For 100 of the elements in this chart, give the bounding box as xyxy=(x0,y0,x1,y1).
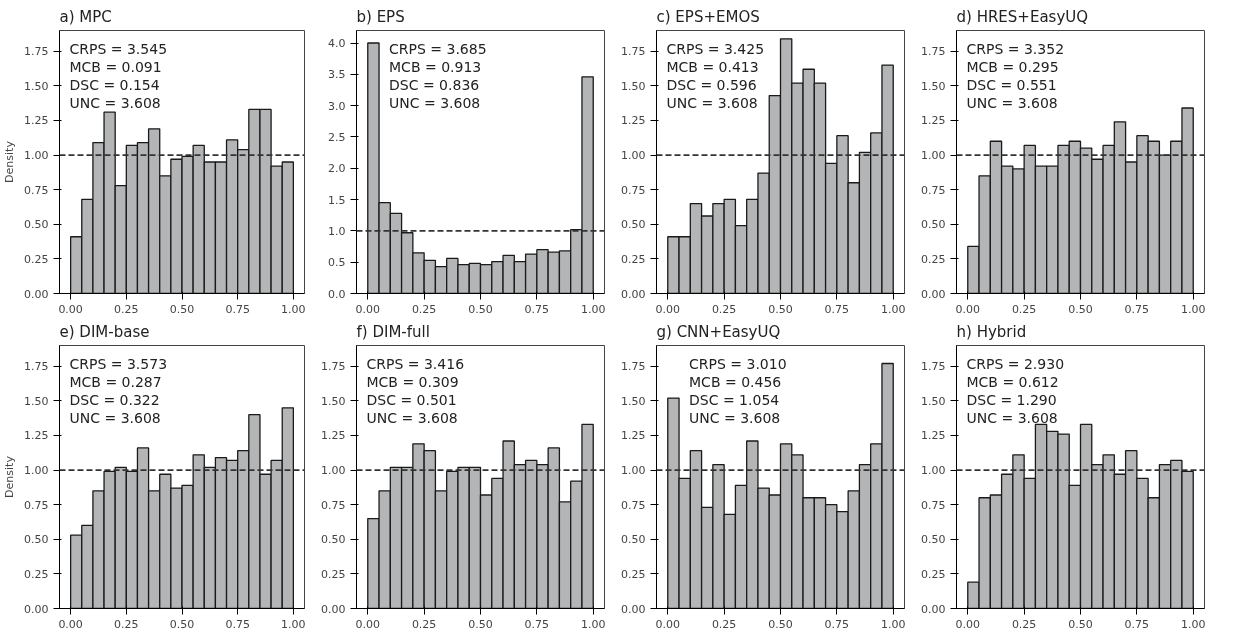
y-tick-label: 0.50 xyxy=(621,533,646,547)
y-tick-label: 0.75 xyxy=(621,183,646,197)
y-tick-label: 0.75 xyxy=(24,183,49,197)
y-tick-label: 1.25 xyxy=(921,114,946,128)
annotation: CRPS = 3.010 xyxy=(689,355,787,372)
y-tick-label: 1.75 xyxy=(24,360,49,374)
y-tick-label: 0.00 xyxy=(621,287,646,301)
annotation: UNC = 3.608 xyxy=(69,94,161,111)
x-tick-label: 0.00 xyxy=(955,617,981,631)
annotation: DSC = 0.836 xyxy=(389,76,480,93)
y-axis-title: Density xyxy=(3,140,17,183)
y-tick-label: 0.75 xyxy=(321,498,346,512)
x-tick-label: 1.00 xyxy=(281,617,306,631)
annotation: CRPS = 2.930 xyxy=(966,355,1065,372)
chart-title: g) CNN+EasyUQ xyxy=(656,322,781,341)
x-tick-label: 0.50 xyxy=(768,302,793,316)
y-tick-label: 1.00 xyxy=(24,464,49,478)
y-tick-label: 0.00 xyxy=(24,287,49,301)
x-tick-label: 0.25 xyxy=(411,617,437,631)
annotation: MCB = 0.309 xyxy=(366,373,459,390)
y-tick-label: 0.25 xyxy=(24,252,49,266)
x-tick-label: 0.00 xyxy=(355,617,381,631)
x-tick-label: 0.00 xyxy=(655,617,681,631)
annotation: UNC = 3.608 xyxy=(389,94,481,111)
x-tick-label: 0.00 xyxy=(58,617,83,631)
y-tick-label: 0.25 xyxy=(921,252,946,266)
y-tick-label: 0.25 xyxy=(621,252,646,266)
y-tick-label: 0.25 xyxy=(321,567,346,581)
annotation: DSC = 0.501 xyxy=(366,391,457,408)
y-tick-label: 1.50 xyxy=(921,394,946,408)
y-tick-label: 1.00 xyxy=(621,149,646,163)
x-tick-label: 1.00 xyxy=(580,302,606,316)
y-tick-label: 2.5 xyxy=(328,130,346,144)
annotation: CRPS = 3.352 xyxy=(966,40,1065,57)
x-tick-label: 1.00 xyxy=(1180,617,1206,631)
x-tick-label: 0.25 xyxy=(711,302,737,316)
annotation: UNC = 3.608 xyxy=(966,94,1058,111)
y-tick-label: 3.5 xyxy=(328,68,346,82)
annotation: CRPS = 3.685 xyxy=(389,40,487,57)
x-tick-label: 0.00 xyxy=(355,302,381,316)
annotation: MCB = 0.091 xyxy=(69,58,162,75)
x-tick-label: 1.00 xyxy=(880,617,906,631)
y-tick-label: 1.25 xyxy=(24,114,49,128)
y-tick-label: 1.00 xyxy=(921,149,946,163)
annotation: CRPS = 3.416 xyxy=(366,355,465,372)
y-tick-label: 1.00 xyxy=(321,464,346,478)
y-tick-label: 0.75 xyxy=(921,183,946,197)
x-tick-label: 1.00 xyxy=(281,302,306,316)
x-tick-label: 1.00 xyxy=(880,302,906,316)
y-tick-label: 0.75 xyxy=(24,498,49,512)
y-tick-label: 1.25 xyxy=(24,429,49,443)
x-tick-label: 0.75 xyxy=(1124,617,1150,631)
annotation: UNC = 3.608 xyxy=(366,409,458,426)
annotation: DSC = 0.551 xyxy=(966,76,1057,93)
annotation: DSC = 0.322 xyxy=(69,391,160,408)
y-tick-label: 0.25 xyxy=(24,567,49,581)
y-tick-label: 1.25 xyxy=(621,429,646,443)
annotation: CRPS = 3.545 xyxy=(69,40,168,57)
y-tick-label: 1.5 xyxy=(328,193,346,207)
y-tick-label: 0.00 xyxy=(921,602,946,616)
annotation: MCB = 0.456 xyxy=(689,373,782,390)
y-tick-label: 0.50 xyxy=(24,533,49,547)
annotation: CRPS = 3.425 xyxy=(666,40,765,57)
x-tick-label: 0.25 xyxy=(114,617,139,631)
y-tick-label: 1.00 xyxy=(24,149,49,163)
annotation: DSC = 1.054 xyxy=(689,391,780,408)
y-tick-label: 0.50 xyxy=(24,218,49,232)
y-tick-label: 1.00 xyxy=(921,464,946,478)
x-tick-label: 0.25 xyxy=(711,617,737,631)
y-tick-label: 0.50 xyxy=(921,533,946,547)
x-tick-label: 0.50 xyxy=(1068,302,1093,316)
annotation: MCB = 0.287 xyxy=(69,373,162,390)
annotation: DSC = 1.290 xyxy=(966,391,1057,408)
y-tick-label: 2.0 xyxy=(328,162,346,176)
x-tick-label: 0.50 xyxy=(468,617,493,631)
y-tick-label: 1.25 xyxy=(321,429,346,443)
x-tick-label: 1.00 xyxy=(580,617,606,631)
x-tick-label: 0.00 xyxy=(58,302,83,316)
annotation: MCB = 0.413 xyxy=(666,58,759,75)
chart-title: c) EPS+EMOS xyxy=(656,7,760,26)
x-tick-label: 0.00 xyxy=(955,302,981,316)
y-tick-label: 1.00 xyxy=(621,464,646,478)
y-tick-label: 1.75 xyxy=(321,360,346,374)
chart-title: h) Hybrid xyxy=(956,322,1027,341)
x-tick-label: 0.50 xyxy=(768,617,793,631)
y-tick-label: 0.75 xyxy=(921,498,946,512)
y-tick-label: 1.75 xyxy=(24,45,49,59)
x-tick-label: 0.75 xyxy=(524,617,550,631)
annotation: UNC = 3.608 xyxy=(666,94,758,111)
x-tick-label: 0.25 xyxy=(114,302,139,316)
y-tick-label: 1.75 xyxy=(621,45,646,59)
annotation: MCB = 0.913 xyxy=(389,58,482,75)
annotation: CRPS = 3.573 xyxy=(69,355,168,372)
y-tick-label: 1.50 xyxy=(24,394,49,408)
y-tick-label: 0.25 xyxy=(921,567,946,581)
y-tick-label: 1.50 xyxy=(621,394,646,408)
y-tick-label: 0.5 xyxy=(328,256,346,270)
y-tick-label: 1.25 xyxy=(921,429,946,443)
annotation: UNC = 3.608 xyxy=(69,409,161,426)
annotation: MCB = 0.295 xyxy=(966,58,1059,75)
